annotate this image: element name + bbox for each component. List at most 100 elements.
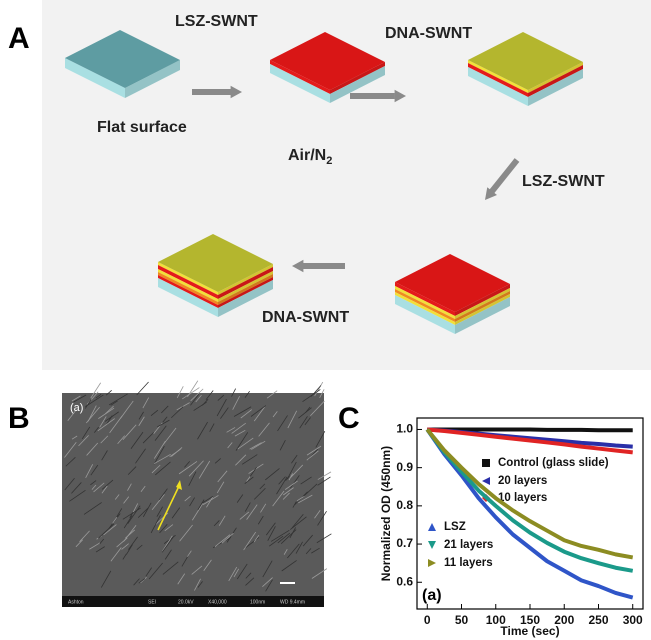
fiber bbox=[317, 471, 332, 480]
fiber bbox=[267, 526, 276, 541]
series-line bbox=[425, 428, 634, 573]
x-tick-label: 50 bbox=[455, 613, 469, 627]
fiber bbox=[133, 578, 140, 586]
fiber bbox=[138, 578, 146, 584]
fiber bbox=[231, 422, 246, 434]
series-line bbox=[425, 428, 634, 560]
fiber bbox=[153, 446, 165, 465]
fiber bbox=[201, 496, 214, 504]
fiber bbox=[265, 468, 280, 481]
slab-shade bbox=[330, 66, 385, 103]
fiber bbox=[67, 409, 77, 421]
fiber bbox=[291, 513, 304, 529]
slab-side bbox=[218, 264, 273, 295]
slab-top bbox=[395, 254, 510, 312]
slab-top bbox=[270, 32, 385, 90]
text: Air/N bbox=[288, 147, 326, 164]
fiber bbox=[297, 494, 313, 504]
step-label: Flat surface bbox=[97, 119, 187, 136]
fiber bbox=[300, 476, 312, 485]
info-bar bbox=[62, 596, 324, 607]
x-axis-title: Time (sec) bbox=[500, 624, 559, 638]
fiber bbox=[190, 393, 200, 406]
fiber bbox=[197, 581, 203, 588]
fiber bbox=[236, 494, 244, 503]
fiber bbox=[100, 435, 109, 444]
fiber bbox=[137, 507, 149, 518]
fiber bbox=[187, 380, 199, 398]
fiber bbox=[164, 524, 174, 532]
fiber bbox=[284, 480, 298, 490]
fiber bbox=[292, 499, 298, 508]
fiber bbox=[85, 464, 94, 479]
legend-label: Control (glass slide) bbox=[498, 457, 609, 469]
fiber bbox=[280, 529, 297, 544]
fiber bbox=[188, 471, 197, 486]
fiber bbox=[221, 532, 234, 544]
fiber bbox=[310, 385, 322, 397]
fiber bbox=[71, 395, 81, 402]
slab-front bbox=[270, 64, 330, 103]
fiber bbox=[278, 476, 286, 485]
fiber bbox=[245, 537, 260, 549]
fiber bbox=[259, 483, 266, 490]
fiber bbox=[110, 400, 118, 406]
fiber bbox=[138, 411, 144, 420]
slab-shade bbox=[455, 288, 510, 319]
fiber bbox=[64, 442, 77, 458]
fiber bbox=[140, 485, 146, 492]
fiber bbox=[179, 524, 193, 542]
fiber bbox=[205, 390, 214, 401]
fiber bbox=[123, 496, 130, 504]
fiber bbox=[189, 497, 195, 507]
slab-front bbox=[158, 262, 218, 295]
slab-shade bbox=[218, 271, 273, 302]
fiber bbox=[122, 553, 127, 560]
fiber bbox=[90, 480, 97, 486]
layer-stack bbox=[395, 254, 510, 334]
info-text: SEI bbox=[148, 599, 156, 605]
fiber bbox=[244, 502, 251, 512]
panel-b: B (a) Ashton SEI 20.0kV X40,000 100nm WD 9.4m… bbox=[8, 380, 332, 607]
slab-front bbox=[395, 292, 455, 325]
y-tick-label: 0.7 bbox=[396, 536, 413, 550]
fiber bbox=[228, 566, 238, 582]
fiber bbox=[194, 578, 201, 591]
fiber bbox=[202, 398, 209, 406]
slab-shade bbox=[330, 62, 385, 94]
slab-front bbox=[158, 278, 218, 317]
slab-front bbox=[395, 286, 455, 319]
fiber bbox=[120, 400, 134, 419]
fiber bbox=[306, 450, 319, 461]
fiber bbox=[226, 427, 236, 433]
fiber bbox=[213, 520, 220, 527]
fiber bbox=[265, 522, 276, 536]
fiber bbox=[157, 419, 170, 428]
slab-shade bbox=[528, 65, 583, 97]
fiber bbox=[311, 568, 328, 579]
fiber bbox=[197, 499, 205, 511]
fiber bbox=[191, 502, 204, 521]
fiber bbox=[262, 577, 273, 587]
fiber bbox=[83, 502, 102, 515]
slab-shade bbox=[455, 297, 510, 334]
x-tick-label: 250 bbox=[588, 613, 608, 627]
slab-side bbox=[330, 62, 385, 94]
fiber bbox=[216, 481, 225, 494]
legend-label: LSZ bbox=[444, 521, 466, 533]
sem-texture bbox=[64, 380, 332, 592]
fiber bbox=[114, 494, 120, 500]
fiber bbox=[245, 572, 252, 579]
slab-shade bbox=[455, 291, 510, 322]
fiber bbox=[303, 483, 318, 497]
slab-side bbox=[455, 284, 510, 316]
fiber bbox=[253, 406, 266, 422]
fiber bbox=[287, 410, 298, 429]
x-tick-label: 0 bbox=[424, 613, 431, 627]
fiber bbox=[98, 523, 115, 539]
fiber bbox=[142, 502, 152, 518]
fiber bbox=[314, 510, 321, 519]
atmosphere-label: Air/N2 bbox=[288, 147, 332, 167]
fiber bbox=[89, 542, 101, 550]
fiber bbox=[155, 461, 171, 476]
